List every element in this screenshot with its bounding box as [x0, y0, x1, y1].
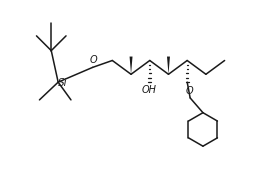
- Polygon shape: [129, 57, 132, 74]
- Text: Si: Si: [58, 78, 68, 88]
- Text: O: O: [90, 56, 98, 65]
- Text: O: O: [185, 86, 193, 96]
- Polygon shape: [167, 57, 170, 74]
- Text: OH: OH: [141, 85, 156, 95]
